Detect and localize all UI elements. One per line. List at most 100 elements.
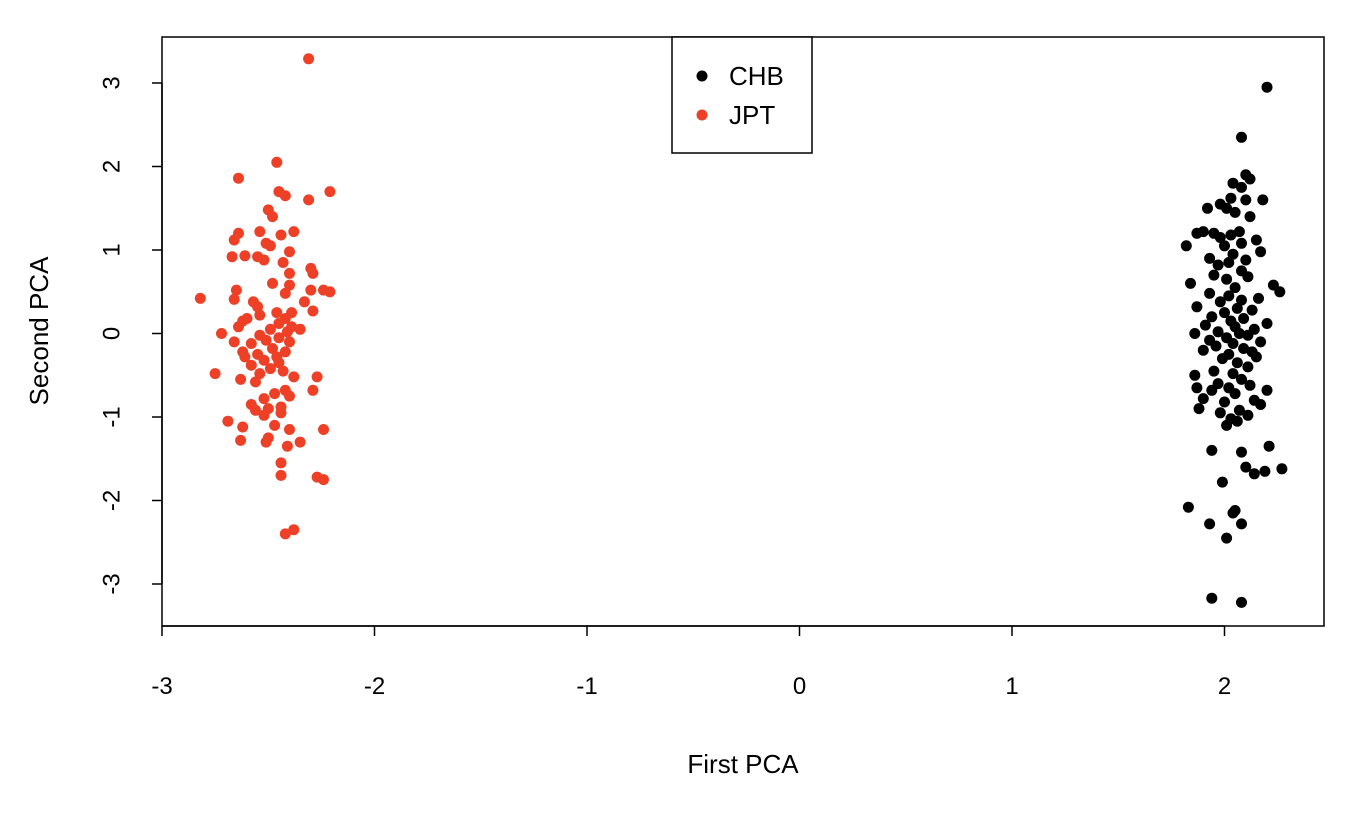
legend-label-chb: CHB	[729, 61, 784, 91]
point-chb	[1206, 311, 1218, 323]
point-jpt	[284, 390, 295, 402]
data-points	[194, 53, 1288, 608]
point-jpt	[288, 524, 300, 536]
point-chb	[1191, 227, 1203, 239]
point-chb	[1199, 319, 1211, 331]
point-chb	[1221, 532, 1233, 544]
point-chb	[1236, 596, 1247, 608]
point-chb	[1219, 240, 1230, 252]
point-chb	[1212, 259, 1224, 271]
x-tick-label: -3	[151, 673, 172, 700]
point-jpt	[284, 336, 295, 348]
point-chb	[1257, 194, 1269, 206]
point-chb	[1214, 296, 1226, 308]
point-chb	[1197, 393, 1209, 405]
point-chb	[1208, 365, 1220, 377]
point-jpt	[252, 301, 264, 313]
point-chb	[1236, 518, 1247, 530]
point-chb	[1255, 246, 1267, 258]
point-jpt	[277, 257, 289, 268]
point-chb	[1210, 340, 1222, 352]
point-jpt	[235, 373, 247, 385]
point-jpt	[230, 284, 242, 296]
point-chb	[1229, 388, 1241, 400]
point-jpt	[305, 284, 317, 296]
point-chb	[1219, 396, 1230, 408]
point-chb	[1242, 361, 1254, 373]
x-axis-title: First PCA	[687, 749, 799, 779]
point-jpt	[279, 287, 291, 299]
x-axis: -3 -2 -1 0 1 2	[151, 625, 1231, 700]
point-chb	[1216, 476, 1228, 488]
point-chb	[1185, 277, 1196, 289]
y-tick-label: 2	[98, 160, 125, 173]
point-chb	[1193, 403, 1205, 415]
point-jpt	[228, 234, 240, 246]
point-chb	[1233, 404, 1245, 416]
point-chb	[1250, 234, 1262, 246]
y-tick-label: -3	[98, 573, 125, 594]
point-jpt	[271, 307, 283, 319]
point-chb	[1212, 326, 1224, 338]
point-chb	[1206, 592, 1218, 604]
point-jpt	[216, 328, 227, 339]
point-chb	[1216, 353, 1228, 365]
point-chb	[1191, 382, 1203, 394]
point-chb	[1240, 254, 1252, 266]
x-tick-label: -1	[576, 673, 597, 700]
point-jpt	[250, 404, 261, 416]
point-chb	[1261, 318, 1273, 329]
point-chb	[1244, 173, 1256, 185]
point-jpt	[250, 376, 261, 388]
y-tick-label: -2	[98, 490, 125, 511]
point-chb	[1231, 357, 1243, 369]
point-jpt	[271, 156, 283, 168]
point-chb	[1238, 343, 1250, 354]
point-jpt	[233, 172, 244, 184]
x-tick-label: 2	[1218, 673, 1231, 700]
point-chb	[1261, 81, 1273, 93]
point-jpt	[311, 371, 323, 383]
point-jpt	[239, 250, 251, 262]
y-tick-label: 1	[98, 243, 125, 256]
point-chb	[1233, 328, 1245, 339]
point-jpt	[275, 229, 287, 241]
point-jpt	[228, 336, 240, 348]
point-chb	[1219, 307, 1230, 319]
y-tick-label: 3	[98, 76, 125, 89]
point-chb	[1191, 301, 1203, 313]
legend: CHB JPT	[671, 36, 813, 154]
point-jpt	[267, 211, 278, 223]
point-chb	[1240, 194, 1252, 206]
point-jpt	[258, 354, 270, 366]
point-jpt	[228, 293, 240, 305]
point-jpt	[260, 436, 272, 448]
point-jpt	[303, 53, 315, 65]
point-chb	[1206, 444, 1218, 456]
point-chb	[1225, 229, 1237, 241]
point-chb	[1229, 206, 1241, 218]
point-jpt	[258, 409, 270, 421]
point-chb	[1204, 252, 1216, 264]
point-chb	[1244, 379, 1256, 391]
point-jpt	[284, 246, 295, 258]
legend-marker-jpt	[696, 109, 708, 121]
point-jpt	[318, 424, 329, 435]
point-chb	[1255, 336, 1267, 348]
point-chb	[1248, 468, 1260, 480]
point-jpt	[298, 296, 310, 308]
point-chb	[1223, 257, 1235, 268]
point-jpt	[209, 368, 221, 380]
point-jpt	[284, 267, 295, 279]
point-chb	[1236, 181, 1247, 193]
point-chb	[1229, 282, 1241, 294]
point-chb	[1236, 131, 1247, 143]
point-chb	[1182, 501, 1194, 513]
point-chb	[1240, 461, 1252, 473]
point-jpt	[279, 528, 291, 540]
point-jpt	[307, 384, 319, 396]
point-jpt	[281, 326, 293, 338]
legend-box	[671, 36, 813, 154]
point-chb	[1189, 328, 1201, 339]
